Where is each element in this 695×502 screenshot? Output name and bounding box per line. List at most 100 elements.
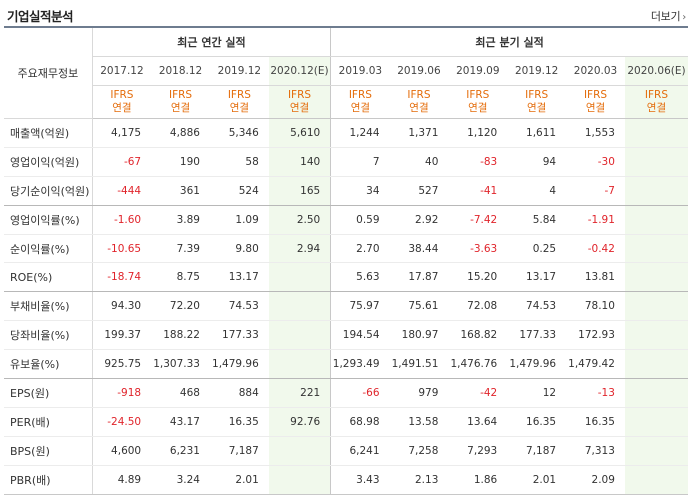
table-cell: 6,241 bbox=[330, 436, 390, 466]
table-cell: 75.97 bbox=[330, 291, 390, 322]
ifrs-label: IFRS 연결 bbox=[92, 85, 152, 119]
table-cell: 2.92 bbox=[389, 205, 449, 235]
table-cell: 2.50 bbox=[268, 205, 331, 235]
table-cell: 16.35 bbox=[507, 407, 567, 437]
table-cell: 13.81 bbox=[566, 262, 625, 293]
table-cell: 58 bbox=[209, 147, 269, 177]
table-cell: 1,307.33 bbox=[151, 349, 210, 380]
table-cell bbox=[624, 378, 688, 408]
table-cell: 1,611 bbox=[507, 118, 567, 148]
table-cell: 72.20 bbox=[151, 291, 210, 322]
table-cell bbox=[624, 118, 688, 148]
row-label: 영업이익률(%) bbox=[4, 205, 93, 235]
row-label: 당기순이익(억원) bbox=[4, 176, 93, 206]
table-cell: 7,258 bbox=[389, 436, 449, 466]
ifrs-line: IFRS bbox=[110, 89, 134, 101]
table-cell: 180.97 bbox=[389, 320, 449, 351]
period-header: 2019.09 bbox=[448, 56, 508, 86]
table-cell: -10.65 bbox=[92, 234, 152, 264]
table-cell: 979 bbox=[389, 378, 449, 408]
table-cell: -24.50 bbox=[92, 407, 152, 437]
table-cell: 7,187 bbox=[507, 436, 567, 466]
annual-group-header: 최근 연간 실적 bbox=[92, 27, 331, 57]
table-cell: 13.64 bbox=[448, 407, 508, 437]
table-cell: 221 bbox=[268, 378, 331, 408]
row-label: 영업이익(억원) bbox=[4, 147, 93, 177]
period-header: 2020.03 bbox=[566, 56, 625, 86]
table-cell: 5,346 bbox=[209, 118, 269, 148]
table-cell: -18.74 bbox=[92, 262, 152, 293]
ifrs-line: IFRS bbox=[348, 89, 372, 101]
table-cell: 74.53 bbox=[209, 291, 269, 322]
table-cell: -67 bbox=[92, 147, 152, 177]
table-cell: -7.42 bbox=[448, 205, 508, 235]
period-header: 2019.06 bbox=[389, 56, 449, 86]
table-cell: 68.98 bbox=[330, 407, 390, 437]
table-cell: 9.80 bbox=[209, 234, 269, 264]
table-cell: -30 bbox=[566, 147, 625, 177]
table-cell: 1.09 bbox=[209, 205, 269, 235]
table-row: 유보율(%) 925.75 1,307.33 1,479.96 1,293.49 1,49… bbox=[4, 349, 688, 380]
table-row: 부채비율(%) 94.30 72.20 74.53 75.97 75.61 72.08 74.… bbox=[4, 291, 688, 322]
ifrs-label: IFRS 연결 bbox=[209, 85, 269, 119]
table-cell: 5,610 bbox=[268, 118, 331, 148]
table-cell: 1,476.76 bbox=[448, 349, 508, 380]
period-header: 2020.06(E) bbox=[624, 56, 688, 86]
table-row: 매출액(억원) 4,175 4,886 5,346 5,610 1,244 1,371 1,1… bbox=[4, 118, 688, 148]
table-cell: -83 bbox=[448, 147, 508, 177]
table-cell: 5.84 bbox=[507, 205, 567, 235]
ifrs-label: IFRS 연결 bbox=[448, 85, 508, 119]
table-cell: 199.37 bbox=[92, 320, 152, 351]
table-cell bbox=[624, 465, 688, 495]
consolidated-line: 연결 bbox=[646, 102, 667, 114]
row-label: 순이익률(%) bbox=[4, 234, 93, 264]
ifrs-label: IFRS 연결 bbox=[268, 85, 331, 119]
ifrs-label: IFRS 연결 bbox=[566, 85, 625, 119]
table-row: EPS(원) -918 468 884 221 -66 979 -42 12 -13 bbox=[4, 378, 688, 408]
table-cell: 92.76 bbox=[268, 407, 331, 437]
table-row: 순이익률(%) -10.65 7.39 9.80 2.94 2.70 38.44 -3.63 0… bbox=[4, 234, 688, 264]
table-row: 영업이익률(%) -1.60 3.89 1.09 2.50 0.59 2.92 -7.42 5.… bbox=[4, 205, 688, 235]
consolidated-line: 연결 bbox=[229, 102, 250, 114]
table-cell: 12 bbox=[507, 378, 567, 408]
ifrs-line: IFRS bbox=[227, 89, 251, 101]
table-cell: 7.39 bbox=[151, 234, 210, 264]
period-header: 2020.12(E) bbox=[268, 56, 331, 86]
chevron-right-icon: › bbox=[682, 12, 686, 23]
table-row: 영업이익(억원) -67 190 58 140 7 40 -83 94 -30 bbox=[4, 147, 688, 177]
table-cell: 2.09 bbox=[566, 465, 625, 495]
row-label: ROE(%) bbox=[4, 262, 93, 293]
table-cell: 74.53 bbox=[507, 291, 567, 322]
table-cell: 17.87 bbox=[389, 262, 449, 293]
table-cell: 4.89 bbox=[92, 465, 152, 495]
ifrs-label: IFRS 연결 bbox=[624, 85, 688, 119]
table-cell: 4,175 bbox=[92, 118, 152, 148]
table-cell bbox=[624, 262, 688, 293]
table-cell: 1,293.49 bbox=[330, 349, 390, 380]
table-cell: 177.33 bbox=[209, 320, 269, 351]
table-cell bbox=[268, 320, 331, 351]
ifrs-line: IFRS bbox=[466, 89, 490, 101]
table-cell: 1,479.42 bbox=[566, 349, 625, 380]
consolidated-line: 연결 bbox=[289, 102, 310, 114]
ifrs-line: IFRS bbox=[287, 89, 312, 101]
table-cell: 2.01 bbox=[209, 465, 269, 495]
row-label: 당좌비율(%) bbox=[4, 320, 93, 351]
more-link[interactable]: 더보기 › bbox=[651, 8, 686, 24]
ifrs-line: IFRS bbox=[525, 89, 549, 101]
table-cell: 94.30 bbox=[92, 291, 152, 322]
table-cell: 524 bbox=[209, 176, 269, 206]
table-cell: -1.91 bbox=[566, 205, 625, 235]
table-cell: 34 bbox=[330, 176, 390, 206]
table-cell: 7,187 bbox=[209, 436, 269, 466]
table-row: 당기순이익(억원) -444 361 524 165 34 527 -41 4 -7 bbox=[4, 176, 688, 206]
period-header: 2018.12 bbox=[151, 56, 210, 86]
table-cell bbox=[624, 291, 688, 322]
table-row: PER(배) -24.50 43.17 16.35 92.76 68.98 13.58 13.… bbox=[4, 407, 688, 437]
table-cell: 75.61 bbox=[389, 291, 449, 322]
table-cell bbox=[268, 436, 331, 466]
ifrs-line: IFRS bbox=[644, 89, 669, 101]
table-cell: 172.93 bbox=[566, 320, 625, 351]
table-cell: 1,120 bbox=[448, 118, 508, 148]
table-cell: 6,231 bbox=[151, 436, 210, 466]
